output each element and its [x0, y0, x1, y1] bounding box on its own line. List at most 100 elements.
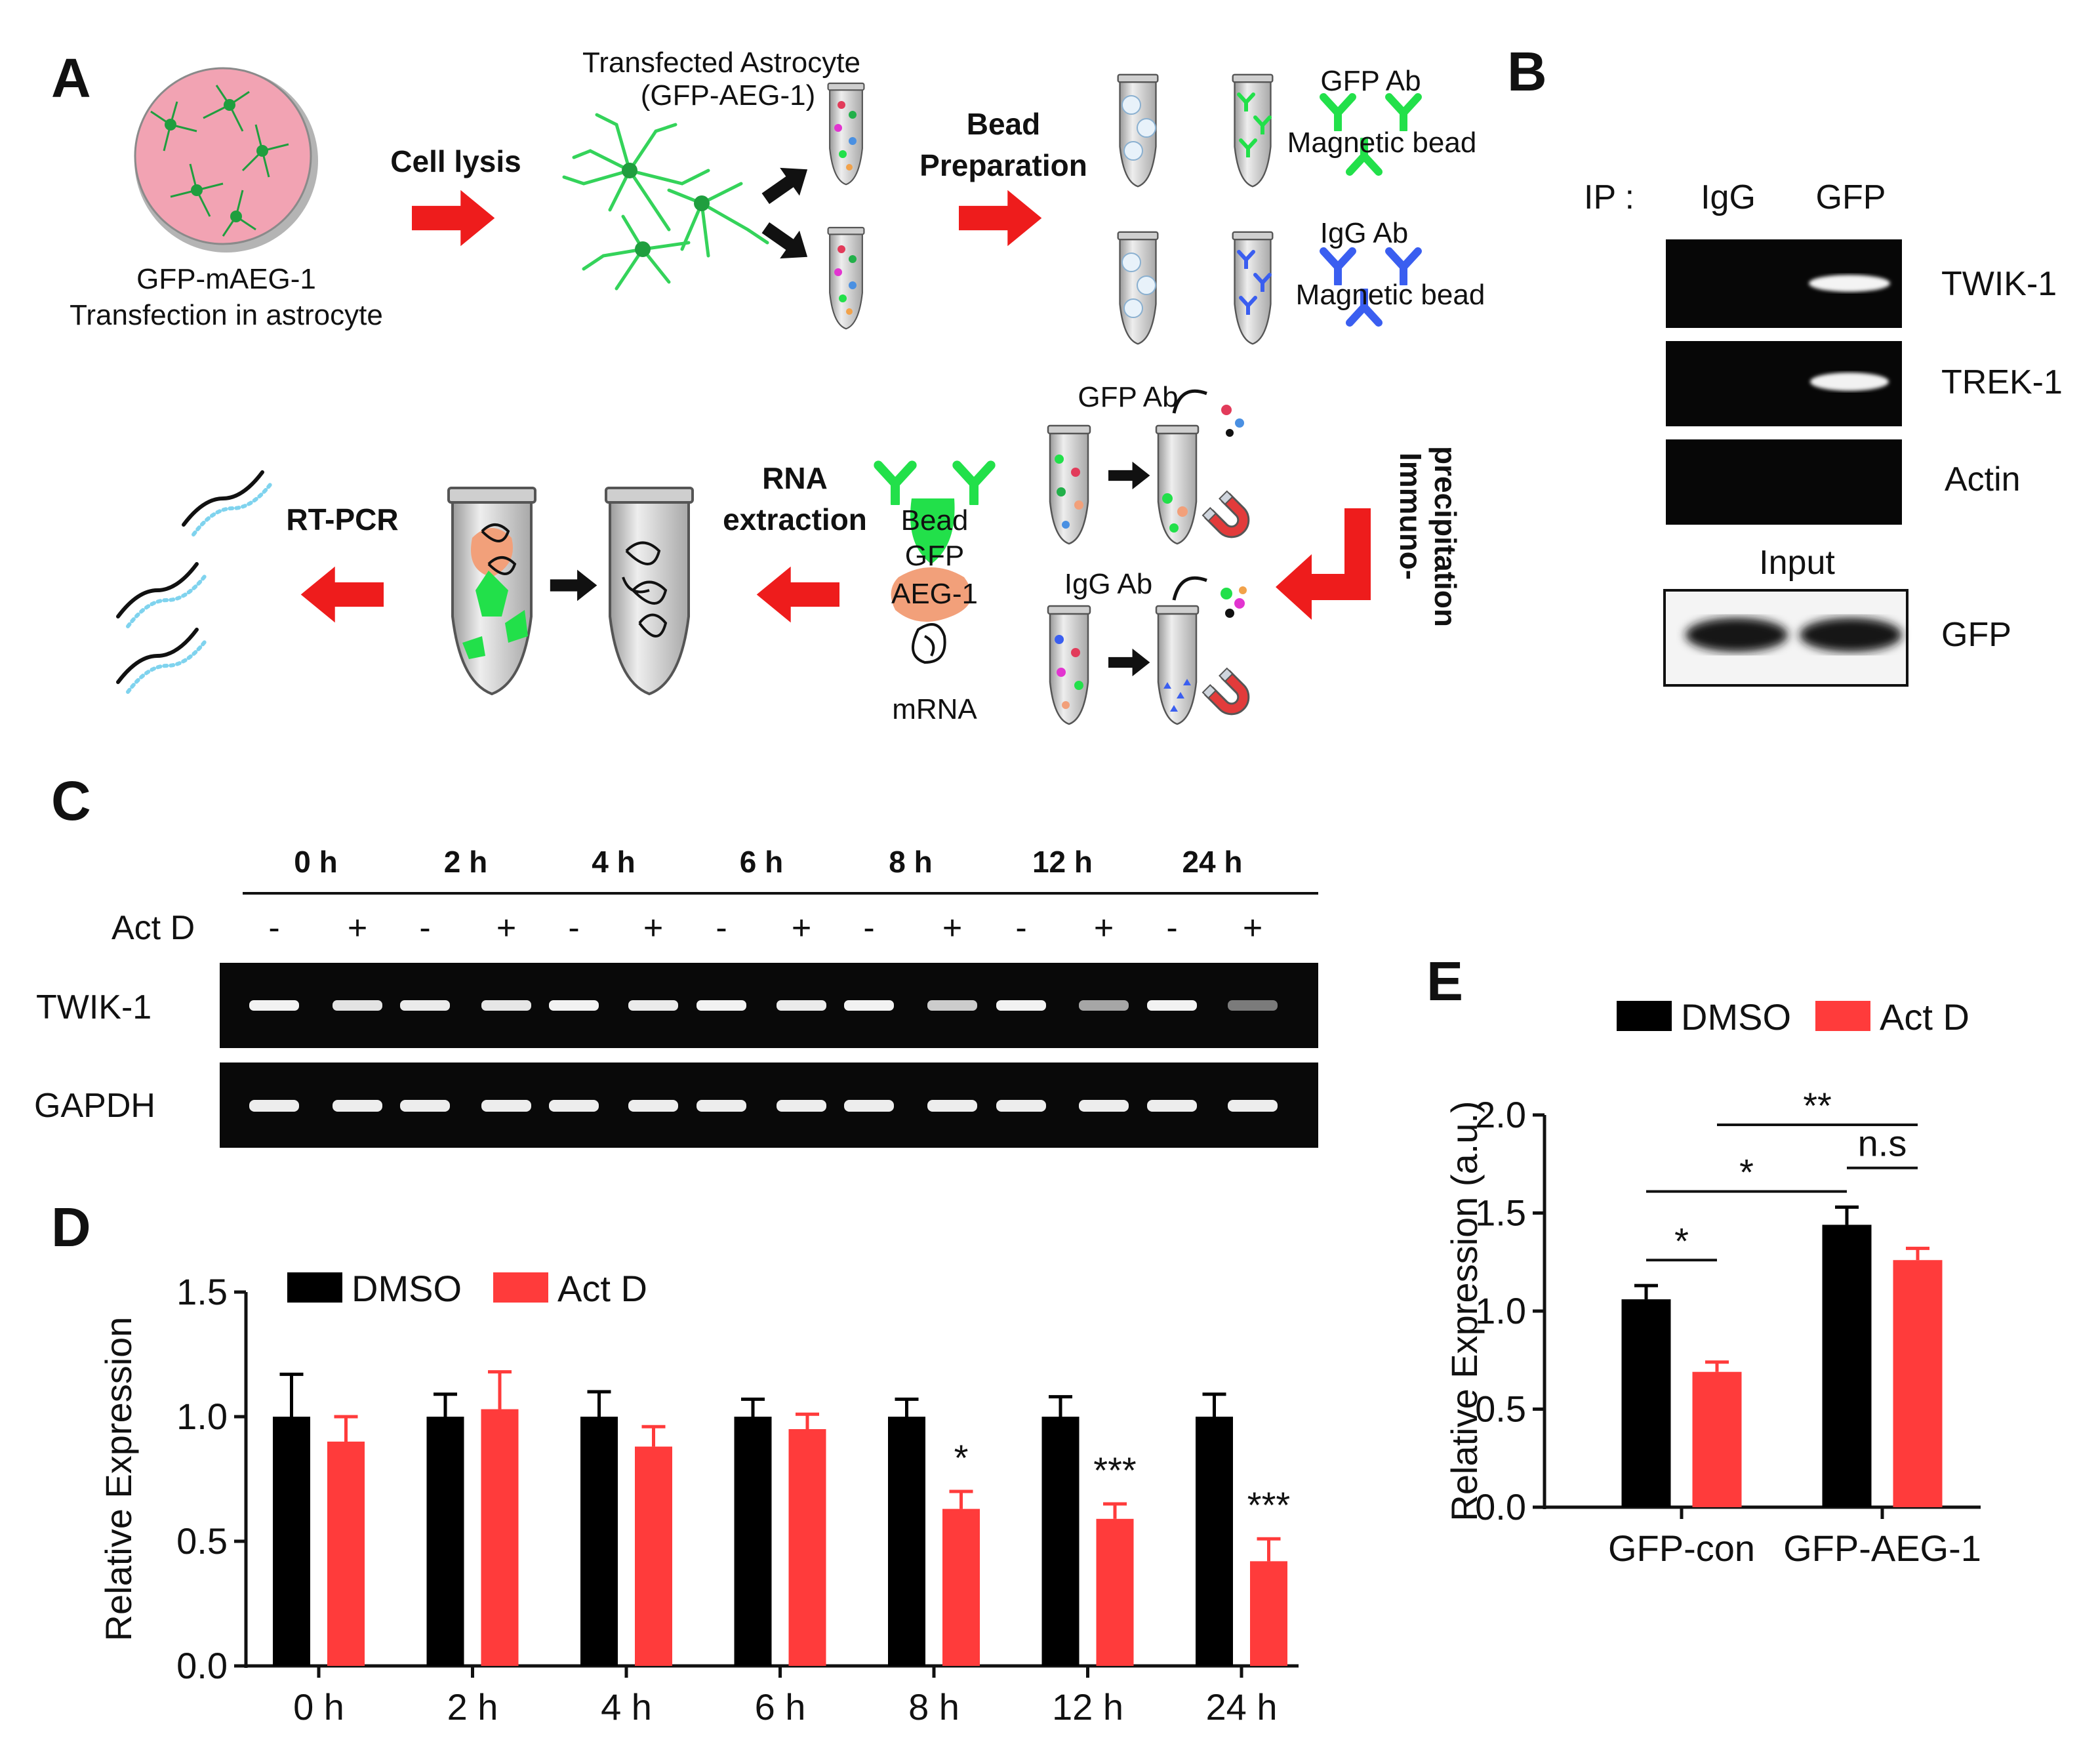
panel-label-e: E	[1426, 950, 1463, 1012]
plus-sign: +	[496, 909, 516, 947]
minus-sign: -	[419, 909, 430, 947]
petri-dish-icon	[134, 67, 318, 253]
legend-label: Act D	[557, 1268, 647, 1309]
panel-c-gel: Act D TWIK-1 GAPDH 0 h- +2 h- +4 h- +6 h- +8…	[34, 845, 1318, 1148]
big-tube-rna	[605, 487, 694, 695]
bar-act-d	[788, 1429, 826, 1666]
y-tick-label: 2.0	[1475, 1094, 1526, 1135]
gfp-ab-label-2: GFP Ab	[1078, 381, 1178, 413]
magnet-icon	[1201, 667, 1257, 723]
band	[481, 1100, 531, 1112]
minus-sign: -	[863, 909, 874, 947]
legend-swatch	[1815, 1001, 1870, 1031]
y-tick-label: 0.0	[176, 1645, 228, 1686]
band	[333, 1100, 382, 1112]
band	[1686, 618, 1788, 652]
complex-bead-label: Bead	[901, 504, 969, 536]
lane-label-igg: IgG	[1701, 178, 1756, 216]
bar-act-d	[1893, 1260, 1943, 1507]
bar-act-d	[942, 1508, 980, 1666]
bar-dmso	[580, 1417, 618, 1666]
y-tick-label: 0.0	[1475, 1486, 1526, 1528]
band	[628, 1100, 678, 1112]
band	[697, 1100, 746, 1112]
minus-sign: -	[568, 909, 579, 947]
plus-sign: +	[1094, 909, 1114, 947]
band	[1809, 275, 1890, 292]
band	[1800, 618, 1902, 652]
blot-actin	[1666, 439, 1902, 525]
bar-dmso	[1822, 1225, 1872, 1507]
band	[777, 1000, 826, 1011]
released-particles-icon	[1221, 586, 1247, 618]
ip-tube-gfp-magnet	[1155, 424, 1200, 545]
treatment-label: Act D	[111, 909, 195, 947]
red-arrow-icon	[300, 566, 384, 623]
minus-sign: -	[1166, 909, 1177, 947]
arrow-icon	[1108, 648, 1150, 677]
y-tick-label: 1.0	[1475, 1290, 1526, 1331]
minus-sign: -	[1015, 909, 1026, 947]
legend-swatch	[493, 1272, 548, 1303]
significance-marker: ***	[1093, 1449, 1136, 1491]
bead-ab-tube-top	[1232, 73, 1274, 188]
arrow-icon	[550, 569, 597, 601]
bead-ab-tube-bottom	[1232, 231, 1274, 345]
dish-label-line2: Transfection in astrocyte	[70, 299, 383, 331]
significance-marker: *	[1739, 1152, 1754, 1193]
legend-label: DMSO	[352, 1268, 462, 1309]
x-tick-label: 2 h	[447, 1686, 498, 1728]
x-tick-label: GFP-AEG-1	[1783, 1528, 1981, 1569]
row-label-gapdh: GAPDH	[34, 1087, 155, 1125]
plus-sign: +	[942, 909, 962, 947]
band	[249, 1000, 299, 1011]
lysate-tube-bottom	[827, 226, 865, 330]
rna-extraction-label-line2: extraction	[723, 502, 867, 536]
significance-marker: **	[1803, 1085, 1832, 1126]
band	[777, 1100, 826, 1112]
arrow-icon	[1108, 461, 1150, 490]
ip-label-line2: precipitation	[1428, 446, 1463, 627]
band	[1079, 1100, 1129, 1112]
complex-aeg-label: AEG-1	[891, 578, 978, 610]
band	[927, 1100, 977, 1112]
x-tick-label: 0 h	[293, 1686, 344, 1728]
red-arrow-icon	[959, 190, 1042, 247]
x-tick-label: 12 h	[1052, 1686, 1123, 1728]
bar-dmso	[273, 1417, 310, 1666]
band	[400, 1100, 450, 1112]
panel-b-blot: IP : IgG GFP TWIK-1 TREK-1 Actin Input G…	[1584, 178, 2063, 687]
minus-sign: -	[716, 909, 727, 947]
igg-ab-label-2: IgG Ab	[1064, 568, 1153, 600]
y-tick-label: 0.5	[1475, 1388, 1526, 1430]
bar-dmso	[734, 1417, 772, 1666]
red-arrow-icon	[412, 190, 495, 247]
timepoint-label: 0 h	[294, 845, 337, 879]
y-tick-label: 1.0	[176, 1396, 228, 1437]
panel-label-a: A	[51, 47, 91, 109]
rna-extraction-label-line1: RNA	[762, 461, 828, 495]
y-tick-label: 0.5	[176, 1520, 228, 1562]
bead-tube-bottom	[1117, 231, 1159, 345]
bar-dmso	[1041, 1417, 1080, 1666]
magnetic-bead-label-1: Magnetic bead	[1287, 127, 1477, 159]
x-tick-label: 24 h	[1206, 1686, 1278, 1728]
significance-marker: *	[954, 1437, 969, 1478]
band	[697, 1000, 746, 1011]
x-tick-label: 4 h	[601, 1686, 652, 1728]
bar-act-d	[327, 1442, 365, 1666]
band	[844, 1000, 894, 1011]
bar-act-d	[1692, 1371, 1742, 1507]
input-label: Input	[1759, 544, 1835, 582]
bead-prep-label-line1: Bead	[967, 107, 1040, 141]
plus-sign: +	[792, 909, 811, 947]
astrocyte-icon	[562, 113, 769, 291]
bar-act-d	[1250, 1561, 1287, 1666]
ip-tube-igg	[1047, 605, 1091, 725]
band	[333, 1000, 382, 1011]
x-tick-label: 8 h	[908, 1686, 959, 1728]
band	[844, 1100, 894, 1112]
lane-label-gfp: GFP	[1816, 178, 1886, 216]
legend-label: Act D	[1880, 996, 1969, 1038]
